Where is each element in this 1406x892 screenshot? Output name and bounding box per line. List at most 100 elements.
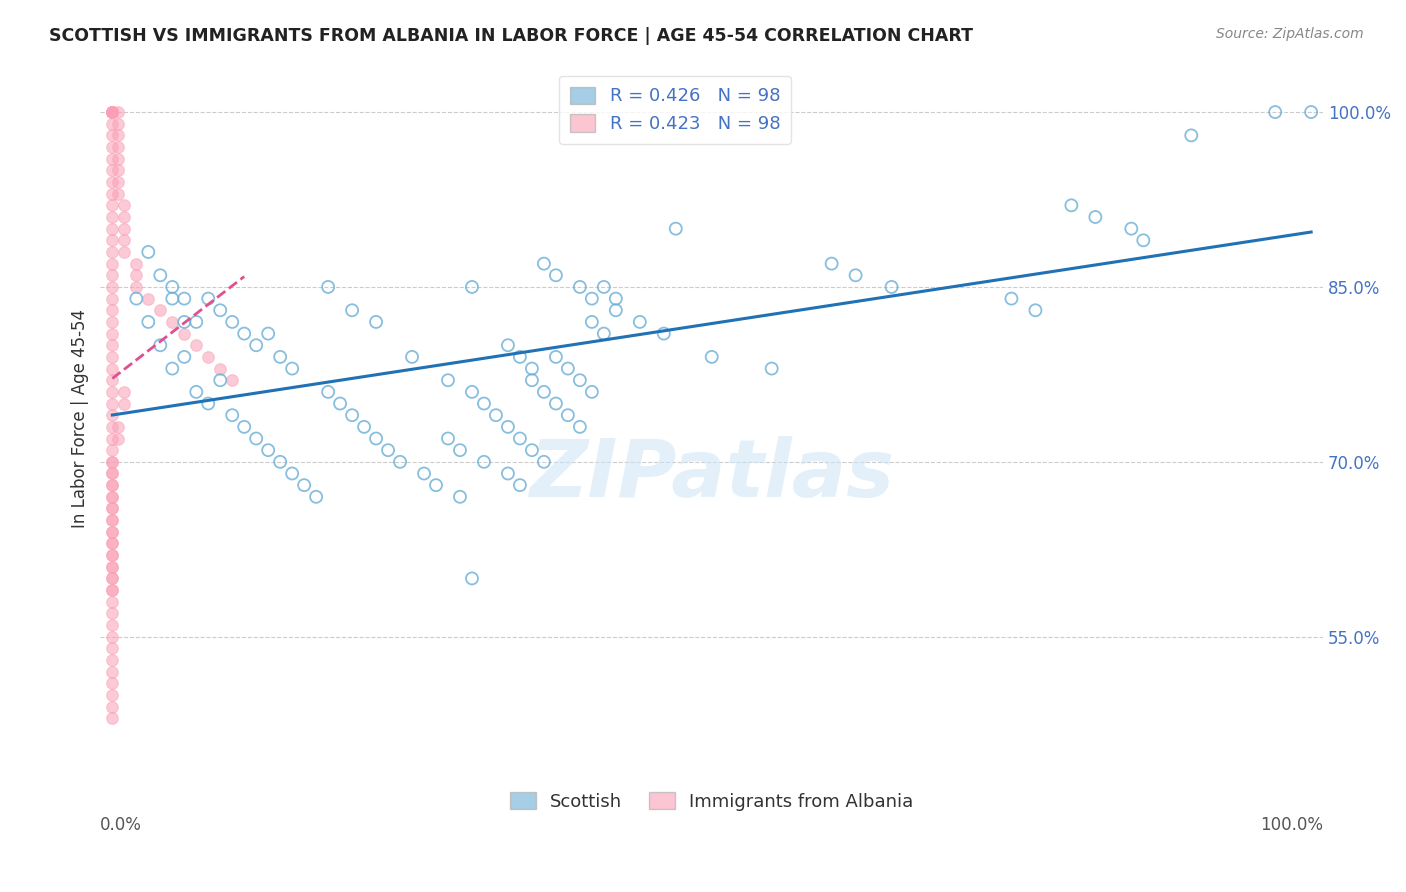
Point (101, 478, 124, 492)
Point (605, 303, 627, 318)
Text: SCOTTISH VS IMMIGRANTS FROM ALBANIA IN LABOR FORCE | AGE 45-54 CORRELATION CHART: SCOTTISH VS IMMIGRANTS FROM ALBANIA IN L… (49, 27, 973, 45)
Point (353, 420, 375, 434)
Point (1060, 198, 1083, 212)
Point (101, 490, 124, 504)
Point (101, 618, 124, 632)
Point (209, 303, 232, 318)
Point (461, 280, 484, 294)
Point (107, 432, 129, 446)
Point (101, 571, 124, 585)
Point (107, 186, 129, 201)
Point (101, 338, 124, 352)
Point (316, 384, 339, 399)
Point (107, 128, 129, 143)
Point (162, 315, 184, 329)
Point (101, 117, 124, 131)
Point (107, 163, 129, 178)
Point (221, 373, 243, 387)
Point (101, 536, 124, 550)
Point (112, 396, 135, 410)
Point (197, 350, 219, 364)
Point (136, 315, 159, 329)
Point (101, 326, 124, 341)
Point (162, 280, 184, 294)
Point (101, 140, 124, 154)
Point (107, 117, 129, 131)
Point (544, 350, 567, 364)
Point (269, 455, 291, 469)
Point (1301, 105, 1323, 120)
Point (101, 443, 124, 458)
Point (329, 396, 352, 410)
Point (101, 490, 124, 504)
Point (257, 443, 280, 458)
Point (245, 432, 267, 446)
Point (101, 163, 124, 178)
Point (101, 653, 124, 667)
Point (340, 408, 363, 422)
Point (568, 280, 591, 294)
Text: Source: ZipAtlas.com: Source: ZipAtlas.com (1216, 27, 1364, 41)
Point (101, 373, 124, 387)
Point (1180, 128, 1202, 143)
Point (101, 583, 124, 598)
Point (101, 292, 124, 306)
Point (101, 105, 124, 120)
Point (449, 443, 471, 458)
Point (101, 607, 124, 621)
Point (101, 105, 124, 120)
Point (425, 478, 447, 492)
Point (101, 559, 124, 574)
Point (461, 571, 484, 585)
Point (101, 233, 124, 247)
Text: 0.0%: 0.0% (100, 816, 142, 834)
Point (281, 467, 304, 481)
Point (533, 455, 555, 469)
Text: 100.0%: 100.0% (1260, 816, 1323, 834)
Point (107, 105, 129, 120)
Point (101, 467, 124, 481)
Point (533, 257, 555, 271)
Point (665, 221, 688, 235)
Point (162, 361, 184, 376)
Point (101, 408, 124, 422)
Point (101, 384, 124, 399)
Point (449, 490, 471, 504)
Point (197, 292, 219, 306)
Point (700, 350, 723, 364)
Point (173, 326, 195, 341)
Point (107, 420, 129, 434)
Point (652, 326, 675, 341)
Point (520, 373, 543, 387)
Point (101, 105, 124, 120)
Point (107, 175, 129, 189)
Point (1000, 292, 1022, 306)
Point (101, 548, 124, 562)
Point (509, 478, 531, 492)
Point (112, 210, 135, 224)
Point (101, 524, 124, 539)
Point (101, 455, 124, 469)
Point (125, 280, 148, 294)
Point (149, 338, 172, 352)
Point (186, 315, 208, 329)
Point (520, 361, 543, 376)
Point (101, 641, 124, 656)
Point (112, 233, 135, 247)
Point (149, 268, 172, 283)
Point (173, 315, 195, 329)
Point (461, 384, 484, 399)
Point (101, 210, 124, 224)
Point (136, 292, 159, 306)
Point (209, 373, 232, 387)
Point (592, 280, 614, 294)
Point (557, 361, 579, 376)
Point (520, 443, 543, 458)
Point (101, 396, 124, 410)
Point (592, 326, 614, 341)
Point (112, 244, 135, 259)
Point (101, 280, 124, 294)
Point (186, 384, 208, 399)
Point (496, 420, 519, 434)
Point (1264, 105, 1286, 120)
